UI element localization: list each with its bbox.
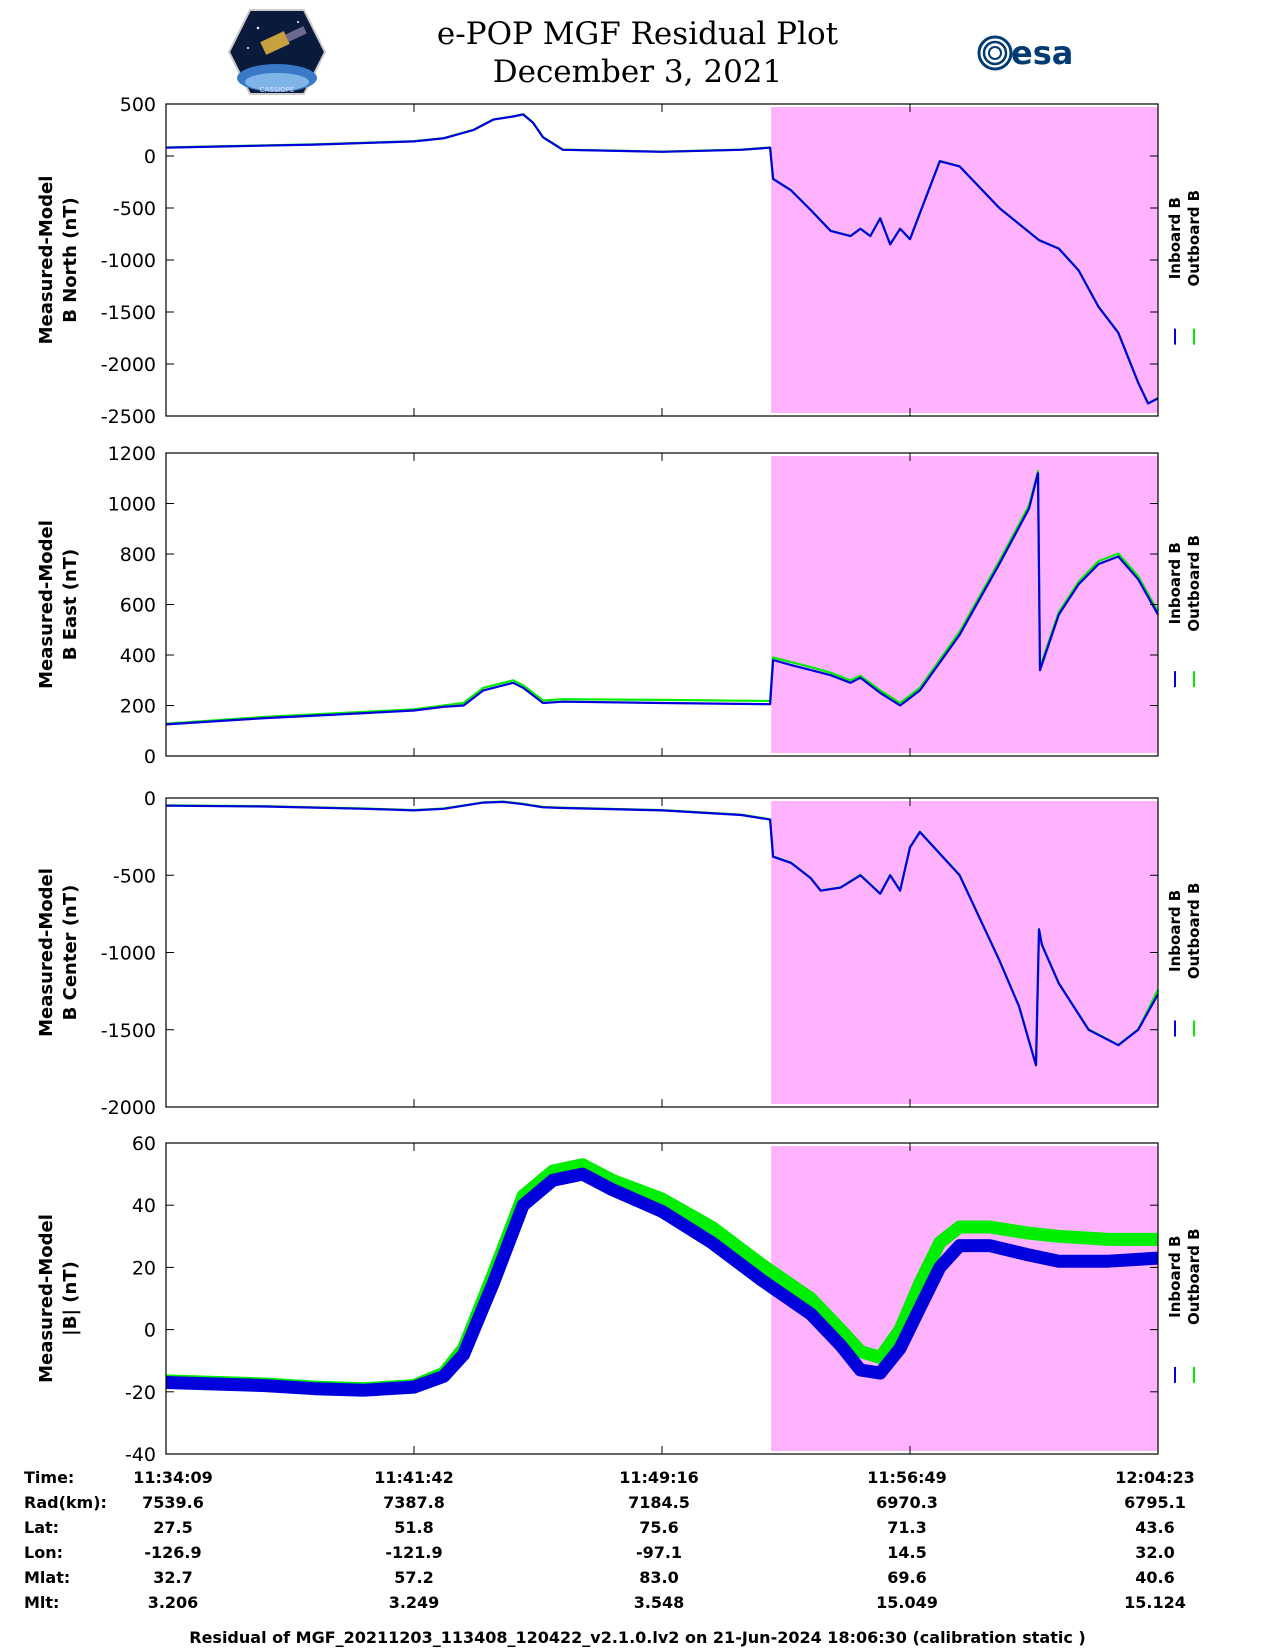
y-tick-label: -2000 bbox=[101, 1097, 156, 1119]
info-cell: 7184.5 bbox=[628, 1493, 690, 1512]
info-cell: 14.5 bbox=[887, 1543, 926, 1562]
y-tick-label: 400 bbox=[120, 645, 156, 667]
y-tick-label: 1200 bbox=[108, 443, 156, 465]
highlight-region bbox=[771, 1146, 1158, 1451]
chart-subtitle: December 3, 2021 bbox=[492, 54, 783, 90]
y-tick-label: -1500 bbox=[101, 1020, 156, 1042]
x-tick-label: 11:41:42 bbox=[374, 1468, 454, 1487]
info-row-label: Lon: bbox=[24, 1543, 63, 1562]
y-tick-label: 0 bbox=[144, 1320, 156, 1342]
y-axis-label-b-east: Measured-Model bbox=[36, 520, 57, 689]
y-axis-label-b-north-units: B North (nT) bbox=[60, 197, 81, 323]
legend-outboard-label: Outboard B bbox=[1185, 883, 1203, 980]
info-row-label: Mlt: bbox=[24, 1593, 59, 1612]
info-cell: 15.124 bbox=[1124, 1593, 1186, 1612]
legend-outboard-label: Outboard B bbox=[1185, 535, 1203, 632]
highlight-region bbox=[771, 107, 1158, 413]
esa-logo-text: esa bbox=[1011, 34, 1073, 72]
y-tick-label: 40 bbox=[132, 1195, 156, 1217]
y-tick-label: 600 bbox=[120, 595, 156, 617]
y-axis-label-b-east-units: B East (nT) bbox=[60, 549, 81, 661]
x-tick-label: 12:04:23 bbox=[1115, 1468, 1195, 1487]
y-axis-label-b-center: Measured-Model bbox=[36, 868, 57, 1037]
y-tick-label: -1000 bbox=[101, 250, 156, 272]
highlight-region bbox=[771, 456, 1158, 753]
y-tick-label: 0 bbox=[144, 146, 156, 168]
y-tick-label: 500 bbox=[120, 94, 156, 116]
info-cell: 40.6 bbox=[1135, 1568, 1174, 1587]
inboard-series-line bbox=[165, 113, 1159, 405]
y-axis-label-b-north: Measured-Model bbox=[36, 176, 57, 345]
info-cell: 71.3 bbox=[887, 1518, 926, 1537]
cassiope-logo-text: CASSIOPE bbox=[260, 86, 295, 94]
y-tick-label: -500 bbox=[113, 198, 156, 220]
info-cell: 7539.6 bbox=[142, 1493, 204, 1512]
y-axis-label-b-center-units: B Center (nT) bbox=[60, 885, 81, 1021]
info-cell: 32.7 bbox=[153, 1568, 192, 1587]
info-cell: 83.0 bbox=[639, 1568, 678, 1587]
y-tick-label: -2000 bbox=[101, 354, 156, 376]
esa-logo: esa bbox=[977, 34, 1073, 72]
info-row-label: Time: bbox=[24, 1468, 74, 1487]
inboard-series-line bbox=[165, 800, 1159, 1067]
info-cell: 27.5 bbox=[153, 1518, 192, 1537]
highlight-region bbox=[771, 801, 1158, 1104]
y-axis-label-b-magnitude: Measured-Model bbox=[36, 1214, 57, 1383]
y-tick-label: -20 bbox=[125, 1382, 156, 1404]
x-tick-label: 11:34:09 bbox=[133, 1468, 213, 1487]
y-tick-label: -1000 bbox=[101, 943, 156, 965]
info-cell: 6795.1 bbox=[1124, 1493, 1186, 1512]
info-cell: -121.9 bbox=[385, 1543, 442, 1562]
y-tick-label: -1500 bbox=[101, 302, 156, 324]
info-cell: 15.049 bbox=[876, 1593, 938, 1612]
inboard-series-line bbox=[165, 472, 1159, 726]
info-cell: -126.9 bbox=[144, 1543, 201, 1562]
inboard-series-line bbox=[165, 1167, 1159, 1397]
y-tick-label: 20 bbox=[132, 1257, 156, 1279]
y-tick-label: -2500 bbox=[101, 406, 156, 428]
info-row-label: Rad(km): bbox=[24, 1493, 107, 1512]
legend-outboard-label: Outboard B bbox=[1185, 190, 1203, 287]
info-cell: 69.6 bbox=[887, 1568, 926, 1587]
info-row-label: Lat: bbox=[24, 1518, 59, 1537]
info-cell: 3.548 bbox=[634, 1593, 685, 1612]
info-cell: 51.8 bbox=[394, 1518, 433, 1537]
info-cell: 3.206 bbox=[148, 1593, 199, 1612]
y-tick-label: 1000 bbox=[108, 494, 156, 516]
y-tick-label: 800 bbox=[120, 544, 156, 566]
y-tick-label: 200 bbox=[120, 696, 156, 718]
y-tick-label: 60 bbox=[132, 1133, 156, 1155]
y-tick-label: 0 bbox=[144, 788, 156, 810]
cassiope-mission-logo: CASSIOPE bbox=[228, 9, 326, 95]
info-cell: 6970.3 bbox=[876, 1493, 938, 1512]
x-tick-label: 11:56:49 bbox=[867, 1468, 947, 1487]
info-cell: -97.1 bbox=[636, 1543, 682, 1562]
footer-note: Residual of MGF_20211203_113408_120422_v… bbox=[189, 1628, 1086, 1647]
legend-inboard-label: Inboard B bbox=[1166, 542, 1184, 624]
y-tick-label: 0 bbox=[144, 746, 156, 768]
info-cell: 43.6 bbox=[1135, 1518, 1174, 1537]
info-cell: 3.249 bbox=[389, 1593, 440, 1612]
legend-inboard-label: Inboard B bbox=[1166, 197, 1184, 279]
info-cell: 7387.8 bbox=[383, 1493, 445, 1512]
legend-outboard-label: Outboard B bbox=[1185, 1228, 1203, 1325]
x-tick-label: 11:49:16 bbox=[619, 1468, 699, 1487]
info-cell: 57.2 bbox=[394, 1568, 433, 1587]
y-axis-label-b-magnitude-units: |B| (nT) bbox=[60, 1261, 81, 1336]
y-tick-label: -500 bbox=[113, 865, 156, 887]
info-cell: 75.6 bbox=[639, 1518, 678, 1537]
info-cell: 32.0 bbox=[1135, 1543, 1174, 1562]
legend-inboard-label: Inboard B bbox=[1166, 1236, 1184, 1318]
info-row-label: Mlat: bbox=[24, 1568, 70, 1587]
y-tick-label: -40 bbox=[125, 1444, 156, 1466]
legend-inboard-label: Inboard B bbox=[1166, 890, 1184, 972]
chart-title: e-POP MGF Residual Plot bbox=[436, 16, 839, 52]
